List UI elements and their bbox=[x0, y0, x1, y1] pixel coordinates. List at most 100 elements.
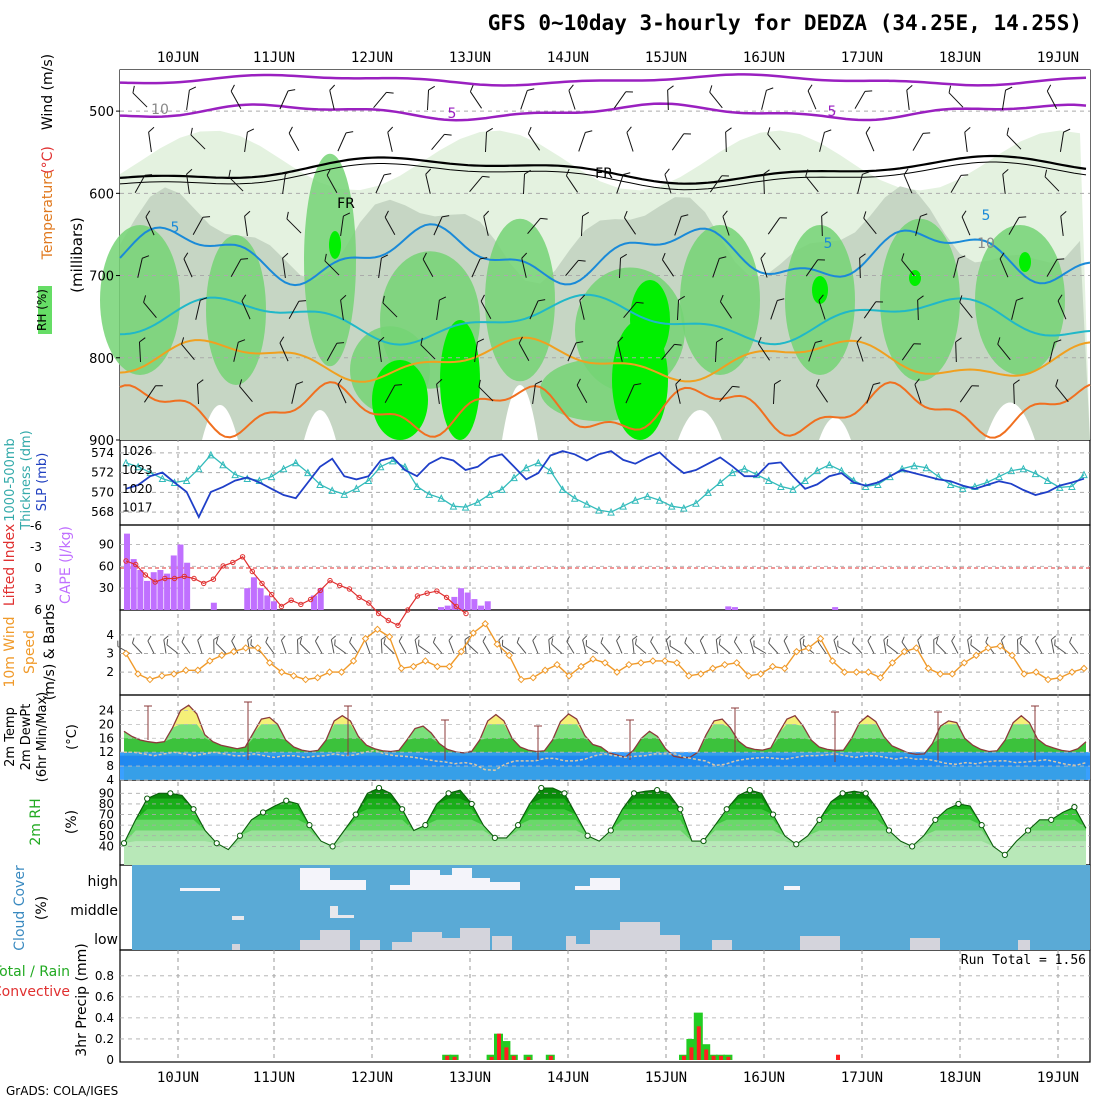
wind-barb-shaft bbox=[1049, 342, 1055, 362]
cloud-low-block bbox=[392, 942, 412, 950]
barb-flag bbox=[883, 635, 889, 641]
cloud-level-label: low bbox=[94, 932, 118, 948]
thickness-point bbox=[728, 468, 737, 477]
thickness-point bbox=[1043, 476, 1052, 485]
wind-barb bbox=[712, 256, 727, 278]
li-point bbox=[259, 580, 265, 587]
wind-barb-10m bbox=[768, 637, 779, 654]
thickness-point bbox=[267, 472, 276, 481]
precip-conv-bar bbox=[704, 1049, 709, 1060]
wind-barb-shaft bbox=[148, 132, 152, 152]
contour-label: 10 bbox=[977, 236, 995, 252]
wind-barb bbox=[420, 337, 436, 360]
wind-barb-flag bbox=[1044, 169, 1048, 177]
wind-speed-point bbox=[828, 657, 837, 665]
wind-barb bbox=[1046, 258, 1065, 277]
contour-orange-low bbox=[119, 381, 1091, 439]
date-labels-bottom: 10JUN 11JUN 12JUN 13JUN 14JUN 15JUN 16JUN 17JUN… bbox=[157, 1070, 1079, 1086]
wind-barb-shaft bbox=[387, 132, 393, 152]
rh-dry-spike bbox=[304, 410, 336, 440]
cloud-high-block bbox=[784, 886, 800, 890]
wind-barb-10m bbox=[464, 635, 471, 654]
date-label-top: 12JUN bbox=[351, 50, 393, 66]
wind-barb bbox=[714, 337, 723, 363]
cloud-high-block bbox=[410, 870, 440, 890]
wind-barb-flag bbox=[1056, 258, 1065, 260]
wind-barb-flag bbox=[1055, 379, 1059, 387]
rh-blob-bright bbox=[1019, 252, 1031, 272]
li-point bbox=[395, 622, 401, 629]
wind-barb-flag bbox=[144, 174, 153, 176]
cape-bar bbox=[444, 605, 451, 610]
barb-flag bbox=[498, 635, 504, 641]
wind-barb bbox=[865, 126, 875, 152]
wind-barb bbox=[244, 128, 255, 152]
barb-shaft bbox=[132, 642, 143, 654]
wind-barb bbox=[1059, 128, 1071, 152]
wind-barb-shaft bbox=[480, 301, 492, 319]
wind-barb-10m bbox=[582, 635, 588, 654]
wind-barb bbox=[478, 379, 494, 402]
rh-blob-bright bbox=[440, 320, 480, 440]
wind-barb-10m bbox=[566, 636, 575, 654]
pressure-tick-label: 900 bbox=[89, 434, 114, 449]
wind-barb bbox=[1055, 379, 1069, 403]
wind-barb-shaft bbox=[667, 89, 669, 111]
wind-barb-shaft bbox=[337, 384, 347, 404]
wind-barb bbox=[578, 130, 593, 152]
wind-barb bbox=[565, 259, 586, 276]
cape-bar bbox=[157, 570, 164, 610]
wind-barb bbox=[761, 87, 774, 110]
wind-speed-point bbox=[146, 675, 154, 684]
wind-barb-shaft bbox=[233, 342, 239, 362]
cape-bar bbox=[832, 607, 839, 610]
wind-barb-shaft bbox=[522, 173, 526, 195]
wind-barb bbox=[471, 257, 488, 278]
cape-bar bbox=[244, 588, 251, 610]
wind-speed-point bbox=[852, 668, 861, 676]
rh-swatch bbox=[38, 286, 52, 334]
cloud-high-block bbox=[590, 878, 620, 890]
wind-barb bbox=[1046, 84, 1058, 110]
wind-barb-shaft bbox=[378, 258, 382, 278]
upper-air-panel: 5 5 5 5 5 FR FR 10 10 500 600 700 800 900 bbox=[89, 70, 1091, 449]
wind-barb bbox=[767, 127, 781, 151]
wind-barb-shaft bbox=[384, 217, 396, 235]
rh-point bbox=[816, 816, 823, 823]
wind-speed-point bbox=[1008, 651, 1016, 660]
wind-barb-10m bbox=[833, 635, 839, 654]
wind-barb bbox=[192, 216, 211, 235]
wind-barb-flag bbox=[486, 127, 493, 133]
cape-bar bbox=[210, 602, 217, 610]
thick-tick-label: 574 bbox=[91, 446, 114, 460]
wind-barb-flag bbox=[387, 126, 394, 133]
temp-tick-label: 12 bbox=[99, 745, 114, 759]
wind-barb bbox=[279, 336, 289, 362]
barb-flag bbox=[448, 635, 453, 641]
barb-shaft bbox=[837, 646, 851, 654]
wind-barb bbox=[422, 252, 434, 277]
wind-barb-shaft bbox=[580, 215, 584, 237]
date-label-top: 11JUN bbox=[253, 50, 295, 66]
wind-barb bbox=[132, 85, 148, 108]
wind-speed-point bbox=[625, 660, 633, 669]
cape-bar bbox=[264, 595, 271, 610]
wind-barb bbox=[286, 211, 302, 234]
li-tick-label: 3 bbox=[34, 582, 42, 596]
wind-barb-10m bbox=[753, 640, 767, 654]
wind-barb bbox=[340, 212, 351, 236]
wind-barb-flag bbox=[721, 175, 729, 177]
li-point bbox=[453, 603, 459, 610]
precip-run-total: Run Total = 1.56 bbox=[961, 953, 1086, 968]
cloud-mid-block bbox=[232, 916, 244, 920]
barb-flag bbox=[147, 635, 152, 642]
wind-barb bbox=[1049, 339, 1062, 362]
wind-barb-shaft bbox=[671, 133, 685, 151]
barb-shaft bbox=[1050, 639, 1055, 654]
cape-bar bbox=[144, 580, 151, 610]
contour-label: FR bbox=[595, 166, 613, 182]
wind-barb-shaft bbox=[854, 91, 866, 109]
wind-speed-point bbox=[194, 666, 202, 674]
thickness-point bbox=[558, 485, 567, 493]
wind-barb bbox=[859, 253, 866, 279]
